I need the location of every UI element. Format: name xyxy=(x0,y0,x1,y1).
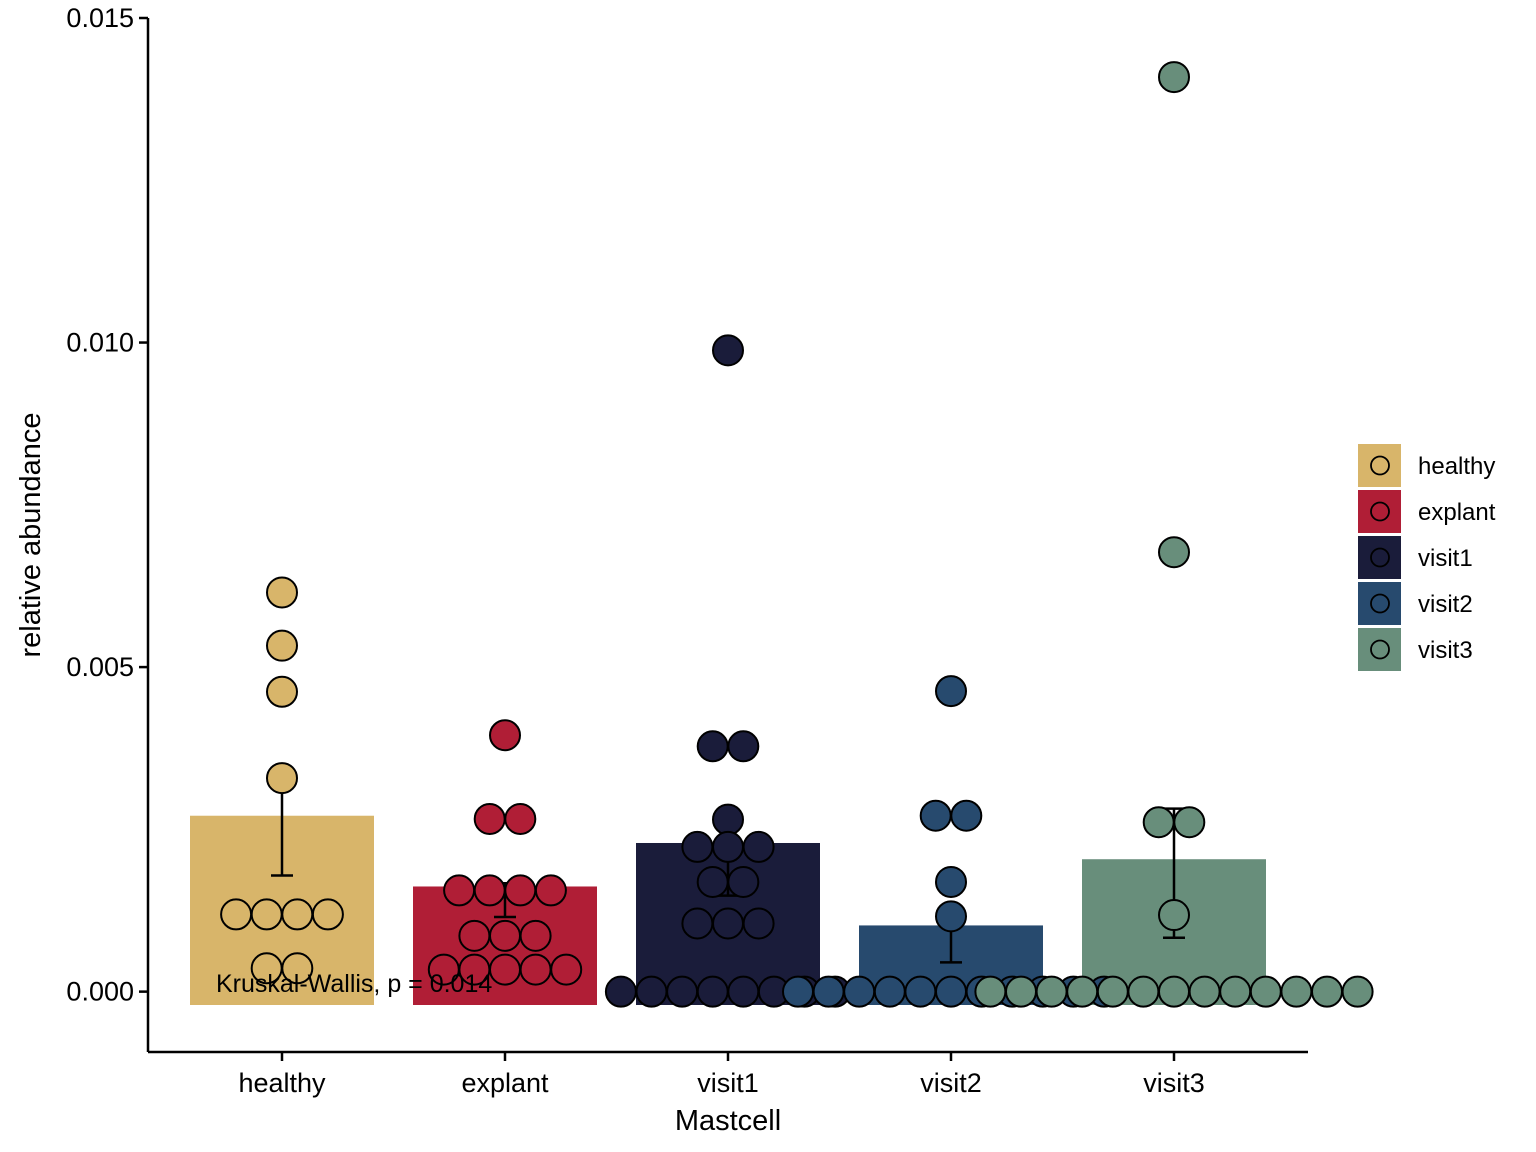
point-visit3 xyxy=(974,975,1007,1008)
point-visit3 xyxy=(1188,975,1221,1008)
point-healthy xyxy=(266,675,298,708)
kruskal-wallis-annotation: Kruskal-Wallis, p = 0.014 xyxy=(216,970,492,998)
x-tick-label: visit3 xyxy=(1143,1068,1205,1098)
point-visit3 xyxy=(1280,975,1313,1008)
x-tick-label: healthy xyxy=(238,1068,326,1098)
point-explant xyxy=(519,953,552,986)
y-tick-label: 0.005 xyxy=(66,652,134,682)
point-healthy xyxy=(220,898,253,931)
y-axis-title: relative abundance xyxy=(15,412,47,657)
point-visit2 xyxy=(935,900,967,933)
legend-point xyxy=(1370,593,1390,614)
point-visit3 xyxy=(1158,536,1190,569)
point-visit3 xyxy=(1341,975,1374,1008)
point-visit1 xyxy=(681,907,714,940)
legend-point xyxy=(1370,547,1390,568)
legend-item-explant: explant xyxy=(1358,490,1496,533)
point-explant xyxy=(473,802,506,835)
point-visit1 xyxy=(696,975,729,1008)
point-visit1 xyxy=(712,334,744,367)
x-tick-label: visit2 xyxy=(920,1068,982,1098)
point-visit1 xyxy=(666,975,699,1008)
point-explant xyxy=(504,874,537,907)
legend-label: visit1 xyxy=(1418,545,1473,572)
y-tick-label: 0.000 xyxy=(66,977,134,1007)
point-healthy xyxy=(281,952,314,985)
point-visit3 xyxy=(1066,975,1099,1008)
point-visit1 xyxy=(696,865,729,898)
points-layer xyxy=(220,61,1374,1008)
point-visit1 xyxy=(712,830,744,863)
point-visit3 xyxy=(1219,975,1252,1008)
point-visit1 xyxy=(742,907,775,940)
point-visit2 xyxy=(950,799,983,832)
point-explant xyxy=(550,953,583,986)
point-visit3 xyxy=(1158,61,1190,94)
point-explant xyxy=(489,719,521,752)
point-healthy xyxy=(266,762,298,795)
point-visit3 xyxy=(1311,975,1343,1008)
point-visit2 xyxy=(919,799,952,832)
legend-point xyxy=(1370,455,1390,476)
point-visit1 xyxy=(727,975,760,1008)
point-visit2 xyxy=(935,975,967,1008)
legend-item-visit3: visit3 xyxy=(1358,628,1473,671)
point-visit1 xyxy=(635,975,668,1008)
point-visit2 xyxy=(843,975,876,1008)
axes-layer: 0.000 0.005 0.010 0.015 healthy explant visit1… xyxy=(66,3,1308,1098)
x-tick-label: explant xyxy=(461,1068,549,1098)
point-visit1 xyxy=(712,907,744,940)
legend-point xyxy=(1370,639,1390,660)
point-visit3 xyxy=(1035,975,1068,1008)
legend-item-healthy: healthy xyxy=(1358,444,1495,487)
legend-label: visit2 xyxy=(1418,591,1473,618)
legend-label: explant xyxy=(1418,499,1496,526)
legend-item-visit1: visit1 xyxy=(1358,536,1473,579)
point-visit3 xyxy=(1158,899,1190,932)
point-explant xyxy=(504,802,537,835)
point-healthy xyxy=(311,898,344,931)
point-healthy xyxy=(266,629,298,662)
point-visit2 xyxy=(782,975,814,1008)
point-healthy xyxy=(250,898,283,931)
point-visit2 xyxy=(935,865,967,898)
point-visit3 xyxy=(1173,806,1206,839)
point-visit3 xyxy=(1096,975,1129,1008)
point-visit1 xyxy=(696,730,729,763)
point-visit3 xyxy=(1249,975,1282,1008)
y-tick-label: 0.015 xyxy=(66,3,134,33)
point-healthy xyxy=(281,898,314,931)
point-visit1 xyxy=(712,803,744,836)
legend-point xyxy=(1370,501,1390,522)
point-explant xyxy=(489,953,521,986)
point-visit3 xyxy=(1005,975,1037,1008)
legend: healthy explant visit1 visit2 visit3 xyxy=(1358,444,1496,671)
y-tick-label: 0.010 xyxy=(66,328,134,358)
point-visit2 xyxy=(873,975,906,1008)
point-explant xyxy=(443,874,476,907)
point-explant xyxy=(458,919,491,952)
legend-label: visit3 xyxy=(1418,637,1473,664)
point-visit3 xyxy=(1142,806,1175,839)
point-visit1 xyxy=(742,830,775,863)
point-explant xyxy=(534,874,567,907)
point-visit1 xyxy=(681,830,714,863)
legend-item-visit2: visit2 xyxy=(1358,582,1473,625)
point-explant xyxy=(519,919,552,952)
point-healthy xyxy=(266,576,298,609)
x-tick-label: visit1 xyxy=(697,1068,759,1098)
point-visit2 xyxy=(812,975,845,1008)
point-visit2 xyxy=(904,975,937,1008)
point-explant xyxy=(473,874,506,907)
point-visit2 xyxy=(935,675,967,708)
point-visit1 xyxy=(727,730,760,763)
x-axis-title: Mastcell xyxy=(675,1105,781,1137)
point-visit3 xyxy=(1158,975,1190,1008)
point-visit1 xyxy=(604,975,637,1008)
legend-label: healthy xyxy=(1418,453,1495,480)
point-visit3 xyxy=(1127,975,1160,1008)
point-explant xyxy=(489,919,521,952)
point-visit1 xyxy=(727,865,760,898)
